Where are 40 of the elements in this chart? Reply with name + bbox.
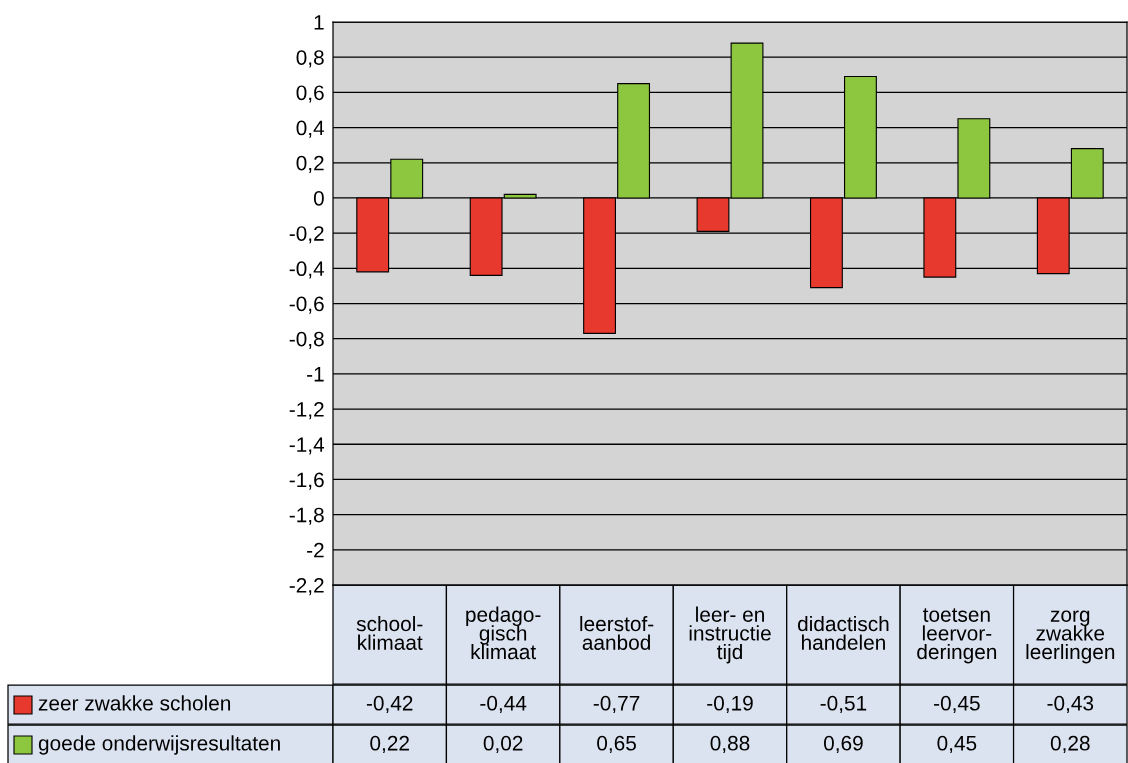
x-tick-label: zorg zwakke leerlingen <box>1026 610 1115 664</box>
y-tick-label: 0 <box>313 190 324 206</box>
y-tick-label: 1 <box>314 15 324 30</box>
data-label: -0,77 <box>593 695 640 714</box>
y-tick-label: -1 <box>307 367 324 382</box>
legend-label: zeer zwakke scholen <box>38 695 231 711</box>
data-label: 0,02 <box>483 735 523 754</box>
y-tick-label: -0,6 <box>289 296 324 314</box>
data-label: 0,69 <box>823 735 863 754</box>
data-label: -0,42 <box>366 695 413 714</box>
data-label: -0,19 <box>707 695 753 714</box>
y-tick-label: -2 <box>307 542 324 558</box>
legend-label: goede onderwijsresultaten <box>38 735 280 755</box>
y-tick-label: -0,4 <box>289 261 325 279</box>
y-tick-label: -2,2 <box>289 578 324 596</box>
y-tick-label: -1,2 <box>289 402 324 420</box>
y-tick-label: -0,8 <box>289 331 324 349</box>
y-tick-label: -1,4 <box>289 437 325 455</box>
data-label: 0,28 <box>1050 735 1090 754</box>
x-tick-label: leer- en instructie tijd <box>689 606 771 664</box>
data-label: 0,65 <box>597 735 636 754</box>
x-tick-label: school- klimaat <box>356 615 423 650</box>
data-label: 0,88 <box>710 735 750 754</box>
data-label: -0,43 <box>1047 695 1094 714</box>
y-tick-label: -0,2 <box>289 226 324 244</box>
x-tick-label: didactisch handelen <box>797 615 889 650</box>
x-tick-label: pedago- gisch klimaat <box>466 606 541 660</box>
x-tick-label: leerstof- aanbod <box>580 615 654 650</box>
y-tick-label: 0,2 <box>296 155 324 173</box>
y-tick-label: 0,6 <box>296 85 324 103</box>
data-label: -0,51 <box>820 695 867 714</box>
data-label: 0,22 <box>370 735 409 754</box>
y-tick-label: -1,8 <box>289 507 324 525</box>
x-tick-label: toetsen leervor- deringen <box>917 608 997 664</box>
data-label: -0,44 <box>480 695 527 714</box>
data-label: -0,45 <box>934 695 980 714</box>
y-tick-label: 0,4 <box>296 120 325 138</box>
y-tick-label: -1,6 <box>289 472 324 490</box>
y-tick-label: 0,8 <box>296 50 324 68</box>
data-label: 0,45 <box>937 735 977 754</box>
